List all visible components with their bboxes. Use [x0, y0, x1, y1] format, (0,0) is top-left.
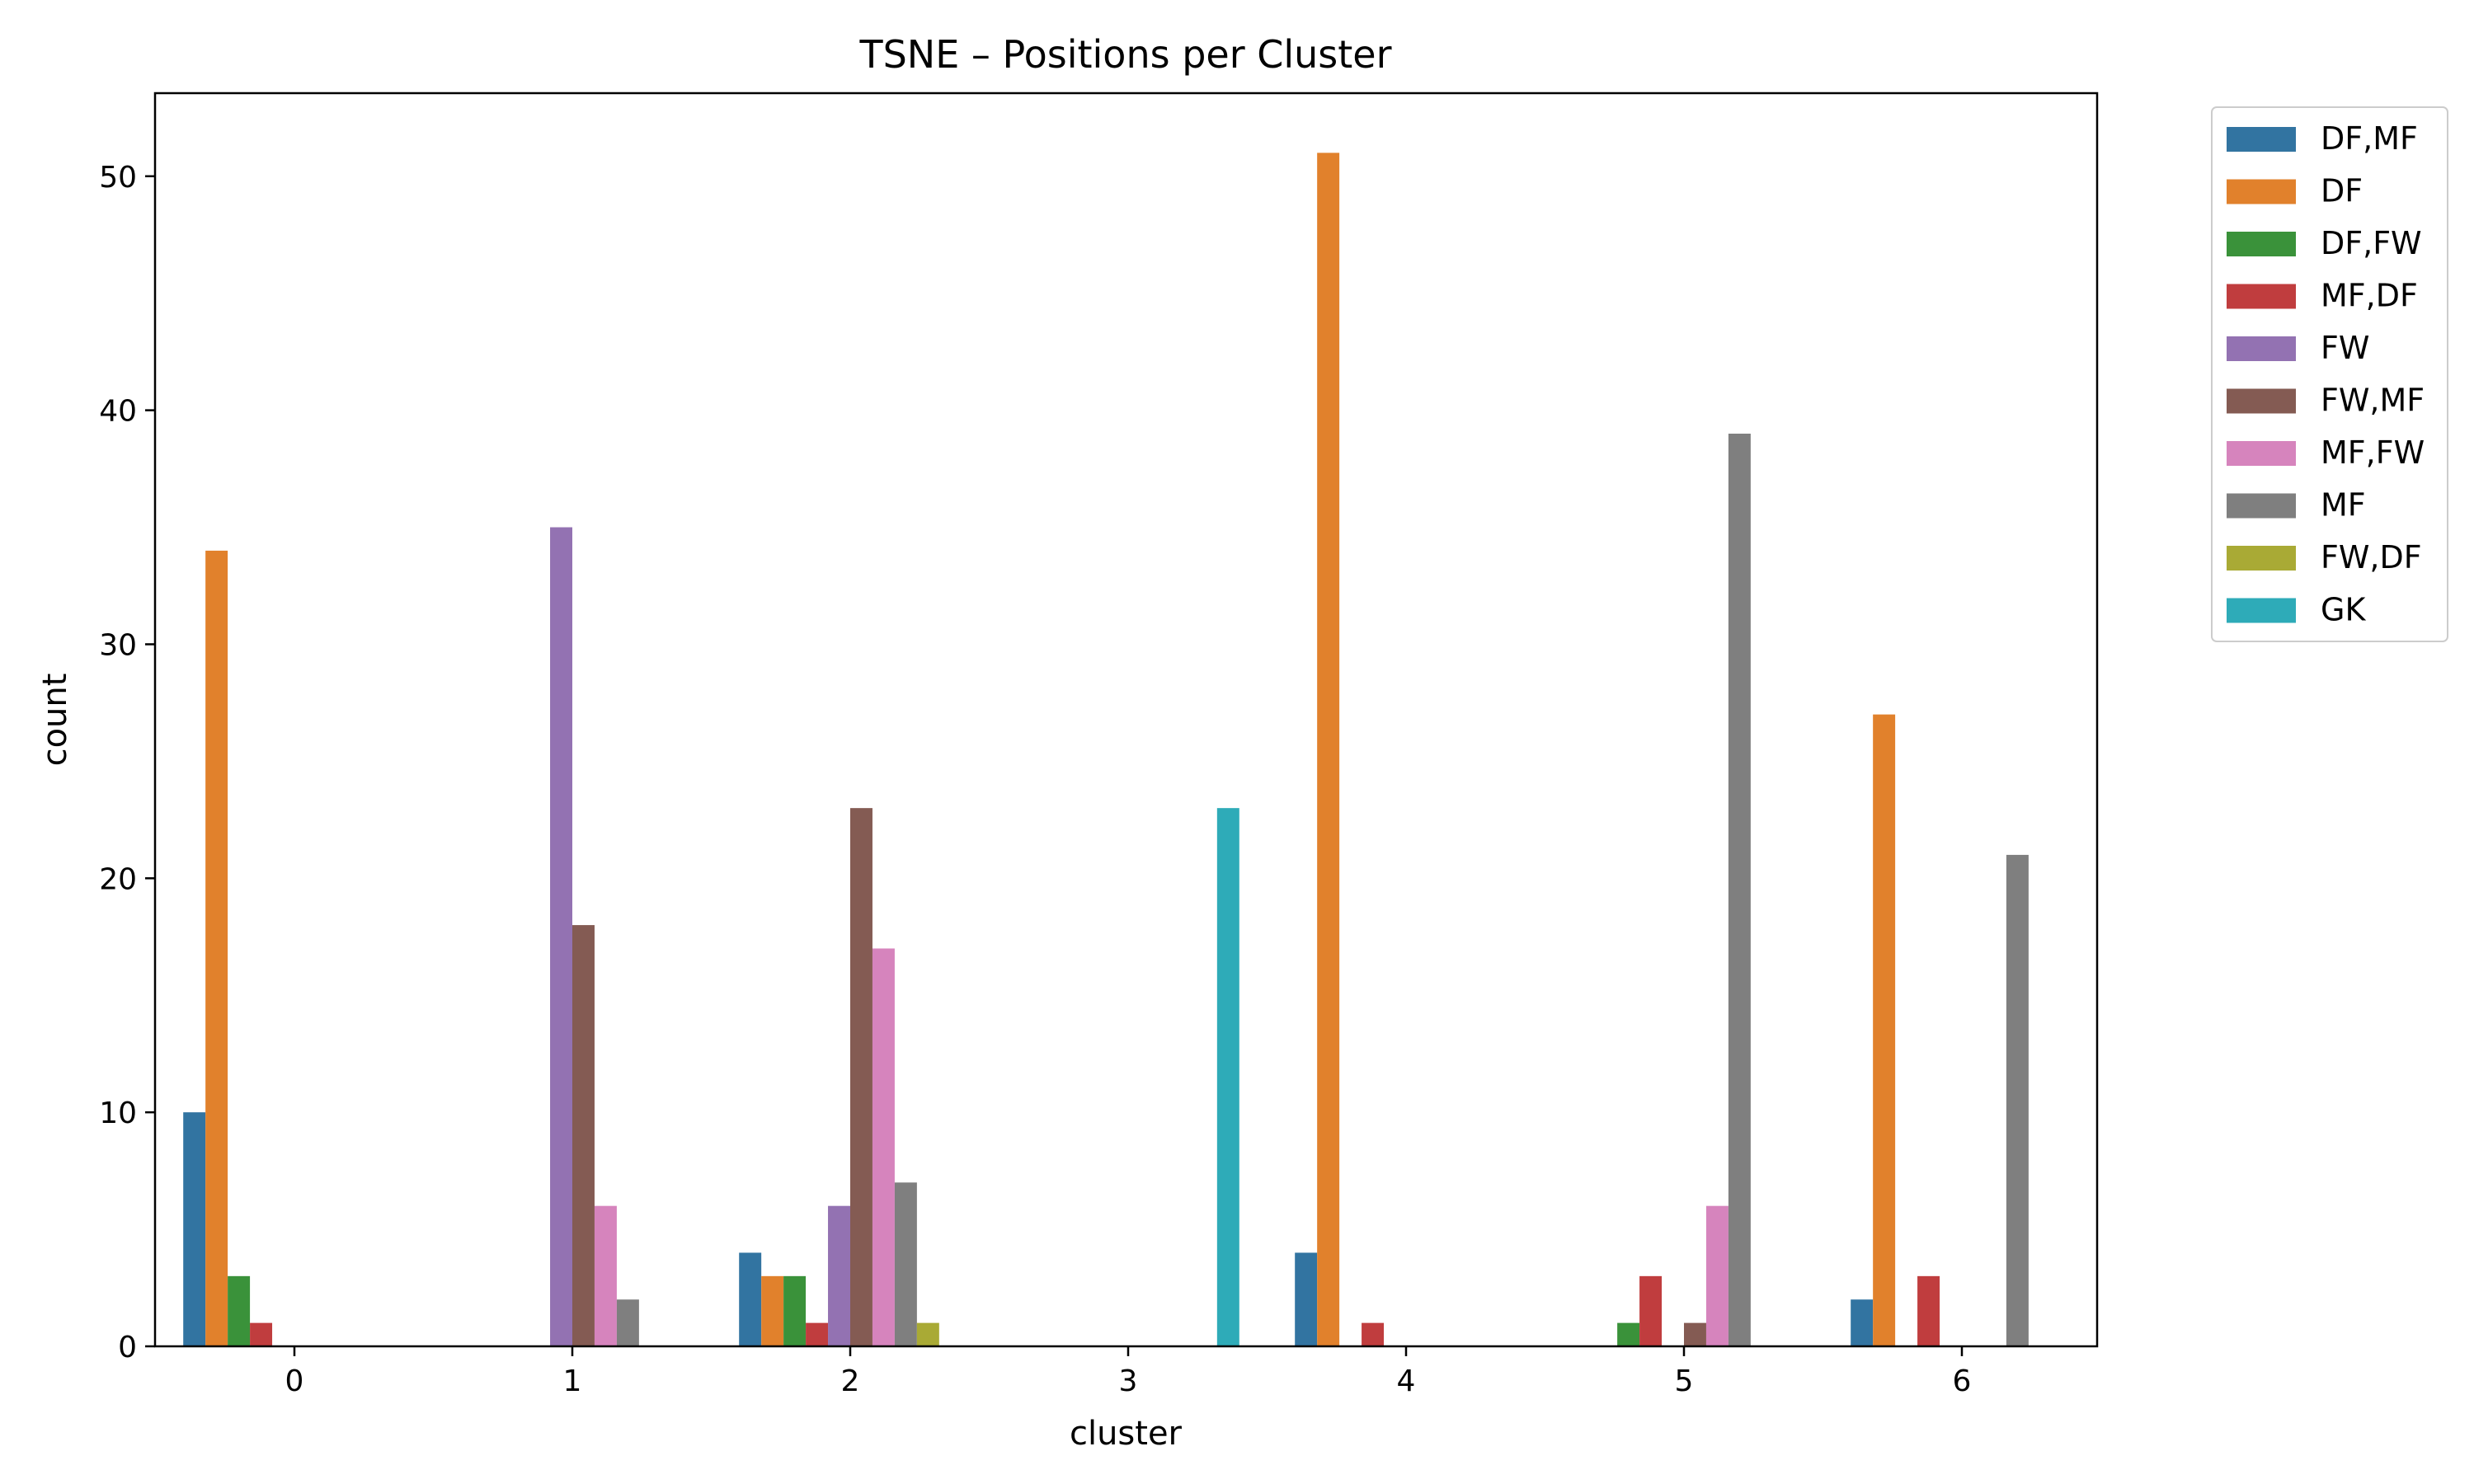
legend-swatch-df-fw	[2227, 232, 2296, 256]
bar-df-cluster-6	[1873, 714, 1896, 1346]
bar-mf-fw-cluster-2	[872, 948, 895, 1346]
legend-swatch-fw	[2227, 336, 2296, 361]
legend-label-mf-df: MF,DF	[2321, 278, 2418, 314]
y-tick-label: 10	[99, 1097, 137, 1130]
x-tick-label: 1	[563, 1364, 582, 1398]
bar-fw-cluster-1	[550, 527, 572, 1346]
y-tick-label: 0	[118, 1331, 137, 1364]
legend-swatch-mf-fw	[2227, 441, 2296, 466]
legend-swatch-df	[2227, 179, 2296, 204]
bar-df-mf-cluster-6	[1851, 1299, 1874, 1346]
y-tick-label: 50	[99, 161, 137, 195]
bar-mf-df-cluster-4	[1362, 1322, 1385, 1346]
legend-label-fw-mf: FW,MF	[2321, 383, 2425, 419]
bar-df-cluster-0	[205, 550, 228, 1346]
bar-df-cluster-2	[761, 1275, 784, 1346]
legend-label-mf-fw: MF,FW	[2321, 434, 2425, 471]
bar-fw-df-cluster-2	[916, 1322, 939, 1346]
y-tick-label: 40	[99, 395, 137, 429]
legend-label-mf: MF	[2321, 487, 2366, 524]
legend-label-fw: FW	[2321, 330, 2369, 366]
x-tick-label: 4	[1397, 1364, 1416, 1398]
bars-group	[183, 153, 2029, 1346]
bar-mf-fw-cluster-5	[1705, 1205, 1729, 1346]
bar-mf-df-cluster-6	[1917, 1275, 1940, 1346]
bar-df-fw-cluster-0	[228, 1275, 251, 1346]
y-tick-label: 20	[99, 862, 137, 896]
bar-df-fw-cluster-2	[783, 1275, 807, 1346]
legend-label-fw-df: FW,DF	[2321, 539, 2422, 575]
x-tick-label: 3	[1119, 1364, 1138, 1398]
bar-fw-mf-cluster-5	[1684, 1322, 1706, 1346]
x-tick-label: 6	[1953, 1364, 1972, 1398]
legend-swatch-mf	[2227, 493, 2296, 519]
legend-label-df-mf: DF,MF	[2321, 120, 2418, 157]
legend-label-df-fw: DF,FW	[2321, 225, 2422, 261]
bar-mf-fw-cluster-1	[594, 1205, 617, 1346]
bar-gk-cluster-3	[1216, 808, 1239, 1346]
bar-mf-df-cluster-2	[806, 1322, 829, 1346]
legend: DF,MF DF DF,FW MF,DF FW FW,MF MF,FW MF FW,DF GK	[2211, 106, 2448, 642]
x-axis-title: cluster	[1070, 1415, 1183, 1453]
x-axis: 0 1 2 3 4 5 6	[285, 1346, 1972, 1398]
y-axis: 0 10 20 30 40 50	[99, 161, 155, 1364]
legend-swatch-df-mf	[2227, 127, 2296, 152]
legend-swatch-fw-mf	[2227, 388, 2296, 414]
bar-mf-df-cluster-0	[250, 1322, 273, 1346]
bar-mf-cluster-6	[2006, 854, 2029, 1346]
bar-fw-mf-cluster-2	[850, 808, 872, 1346]
y-axis-title: count	[36, 674, 74, 767]
y-tick-label: 30	[99, 628, 137, 662]
bar-df-mf-cluster-0	[183, 1112, 206, 1346]
bar-df-mf-cluster-2	[739, 1252, 762, 1346]
bar-mf-cluster-1	[616, 1299, 639, 1346]
bar-mf-cluster-2	[894, 1182, 917, 1346]
bar-fw-mf-cluster-1	[572, 925, 595, 1346]
x-tick-label: 2	[841, 1364, 860, 1398]
x-tick-label: 0	[285, 1364, 304, 1398]
bar-df-cluster-4	[1317, 153, 1340, 1346]
bar-fw-cluster-2	[828, 1205, 850, 1346]
legend-swatch-gk	[2227, 598, 2296, 623]
chart-title: TSNE – Positions per Cluster	[858, 32, 1391, 77]
legend-swatch-mf-df	[2227, 284, 2296, 309]
legend-label-gk: GK	[2321, 592, 2366, 628]
x-tick-label: 5	[1675, 1364, 1694, 1398]
legend-label-df: DF	[2321, 173, 2363, 209]
bar-mf-df-cluster-5	[1639, 1275, 1663, 1346]
bar-df-fw-cluster-5	[1617, 1322, 1640, 1346]
plot-frame	[153, 92, 2099, 1348]
bar-mf-cluster-5	[1728, 434, 1751, 1346]
legend-swatch-fw-df	[2227, 546, 2296, 571]
bar-df-mf-cluster-4	[1295, 1252, 1318, 1346]
